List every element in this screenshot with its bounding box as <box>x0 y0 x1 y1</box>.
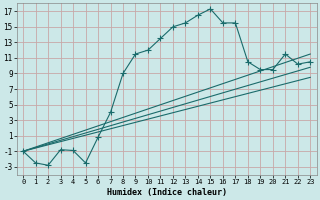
X-axis label: Humidex (Indice chaleur): Humidex (Indice chaleur) <box>107 188 227 197</box>
